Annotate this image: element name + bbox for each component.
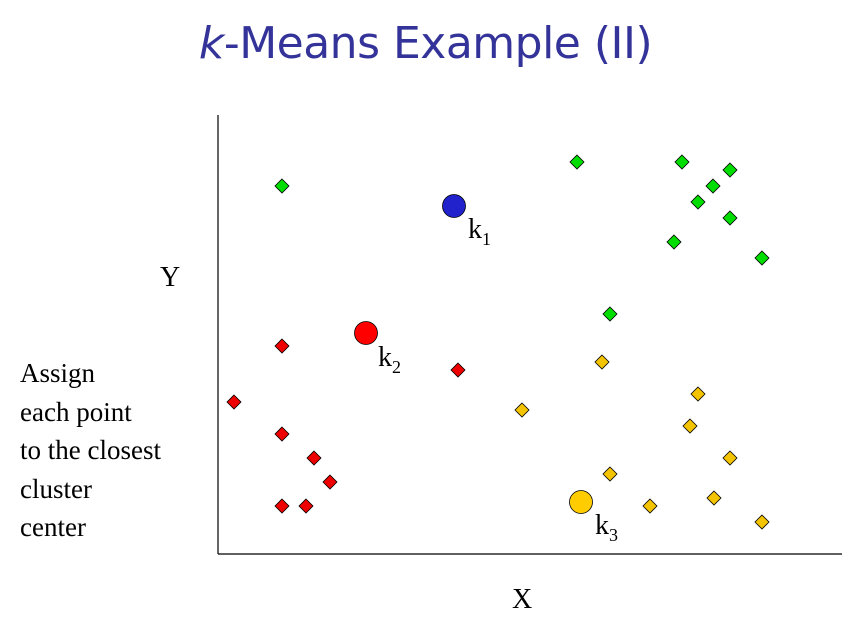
data-point-cluster-1 [722,210,738,226]
note-line: center [20,512,86,542]
data-point-cluster-2 [274,498,290,514]
data-point-cluster-3 [682,418,698,434]
note-line: Assign [20,358,96,388]
title-rest: -Means Example (II) [223,18,653,69]
center-k2-marker [354,321,378,345]
slide-title: k-Means Example (II) [0,18,851,69]
note-line: to the closest [20,435,161,465]
data-point-cluster-1 [674,154,690,170]
data-point-cluster-1 [602,306,618,322]
data-point-cluster-1 [754,250,770,266]
note-line: cluster [20,473,92,504]
y-axis-label: Y [160,262,181,293]
data-point-cluster-1 [690,194,706,210]
data-point-cluster-1 [274,178,290,194]
x-axis-label: X [512,584,533,615]
note-line: each point [20,396,132,427]
data-point-cluster-2 [274,338,290,354]
data-point-cluster-2 [274,426,290,442]
assignment-note: Assign each point to the closest cluster… [20,354,161,547]
data-point-cluster-1 [705,178,721,194]
data-points [226,154,770,530]
data-point-cluster-3 [602,466,618,482]
data-point-cluster-3 [594,354,610,370]
data-point-cluster-3 [514,402,530,418]
center-k2-label: k2 [378,342,401,377]
data-point-cluster-3 [706,490,722,506]
center-k3-label: k3 [595,510,618,545]
data-point-cluster-2 [226,394,242,410]
data-point-cluster-1 [569,154,585,170]
data-point-cluster-3 [642,498,658,514]
data-point-cluster-2 [306,450,322,466]
center-k3-marker [569,490,593,514]
data-point-cluster-3 [754,514,770,530]
title-italic-k: k [198,18,224,69]
cluster-centers: k1 k2 k3 [354,194,618,545]
data-point-cluster-2 [450,362,466,378]
data-point-cluster-1 [666,234,682,250]
data-point-cluster-3 [690,386,706,402]
data-point-cluster-3 [722,450,738,466]
center-k1-marker [442,194,466,218]
data-point-cluster-1 [722,162,738,178]
center-k1-label: k1 [468,214,491,249]
data-point-cluster-2 [322,474,338,490]
data-point-cluster-2 [298,498,314,514]
